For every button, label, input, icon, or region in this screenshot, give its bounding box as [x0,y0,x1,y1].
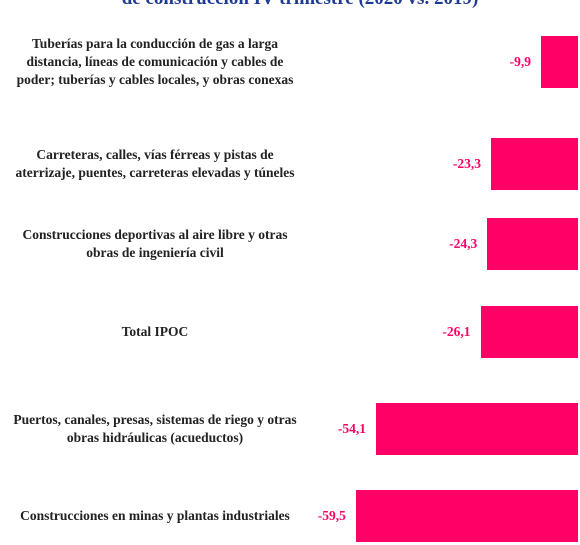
value-label: -24,3 [449,236,478,251]
value-label: -59,5 [317,508,346,523]
bar [480,306,578,358]
category-label: Carreteras, calles, vías férreas y pista… [15,147,295,180]
value-label: -26,1 [442,324,471,339]
bar [487,218,578,270]
category-label: Total IPOC [121,324,189,339]
value-label: -54,1 [337,421,367,436]
chart-title: de construcción IV trimestre (2020 vs. 2… [0,0,580,10]
category-label: Puertos, canales, presas, sistemas de ri… [13,412,297,445]
bar [376,403,578,455]
category-label: Construcciones deportivas al aire libre … [22,227,288,260]
value-label: -9,9 [509,54,532,69]
bar [491,138,578,190]
category-label: Tuberías para la conducción de gas a lar… [16,36,294,87]
value-label: -23,3 [452,156,481,171]
bar [355,490,578,542]
bar [541,36,578,88]
category-label: Construcciones en minas y plantas indust… [20,508,290,523]
